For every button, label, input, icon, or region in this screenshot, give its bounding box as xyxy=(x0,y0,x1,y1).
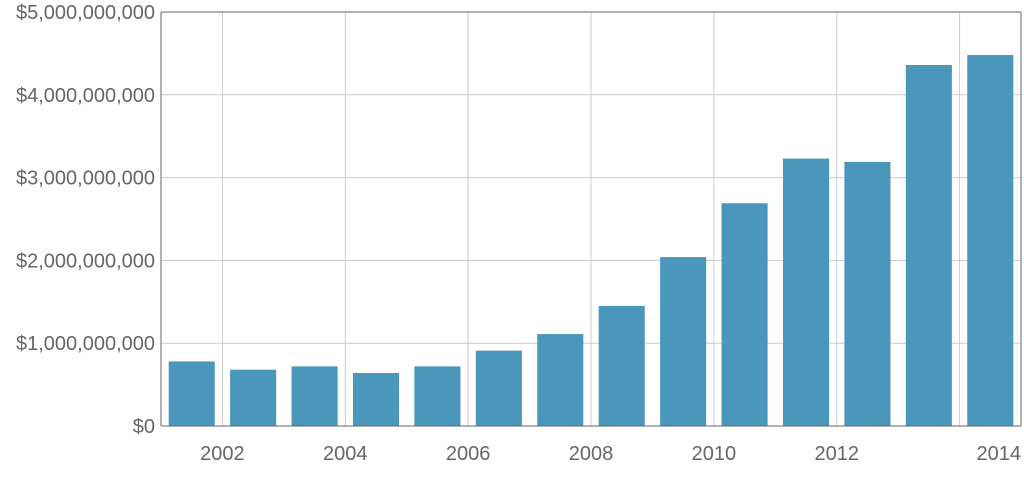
bar-2002 xyxy=(230,369,277,426)
label-layer: $0 $1,000,000,000 $2,000,000,000 $3,000,000… xyxy=(16,2,1021,465)
y-tick-label: $2,000,000,000 xyxy=(16,250,155,272)
x-tick-label: 2002 xyxy=(200,443,245,465)
bar-2006 xyxy=(475,350,522,426)
bar-2003 xyxy=(291,366,338,426)
bar-2001 xyxy=(168,361,215,426)
x-tick-label: 2012 xyxy=(814,443,859,465)
bar-2010 xyxy=(721,203,768,426)
bar-2014 xyxy=(967,55,1014,426)
x-tick-label: 2006 xyxy=(446,443,491,465)
bar-layer xyxy=(168,55,1014,427)
y-tick-label: $1,000,000,000 xyxy=(16,333,155,355)
bar-2013 xyxy=(905,64,952,426)
y-tick-label: $4,000,000,000 xyxy=(16,85,155,107)
y-tick-label: $0 xyxy=(133,416,155,438)
x-tick-label: 2014 xyxy=(977,443,1022,465)
bar-2009 xyxy=(660,257,707,426)
y-tick-label: $3,000,000,000 xyxy=(16,168,155,190)
bar-2007 xyxy=(537,334,584,426)
bar-2011 xyxy=(782,158,830,426)
bar-2012 xyxy=(844,161,891,427)
bar-2008 xyxy=(598,305,645,426)
x-tick-label: 2010 xyxy=(692,443,737,465)
x-tick-label: 2004 xyxy=(323,443,368,465)
bar-2004 xyxy=(352,373,400,426)
axis-layer xyxy=(160,11,1022,427)
y-tick-label: $5,000,000,000 xyxy=(16,2,155,24)
x-tick-label: 2008 xyxy=(569,443,614,465)
bar-2005 xyxy=(414,366,461,426)
grid-layer xyxy=(161,11,1021,426)
